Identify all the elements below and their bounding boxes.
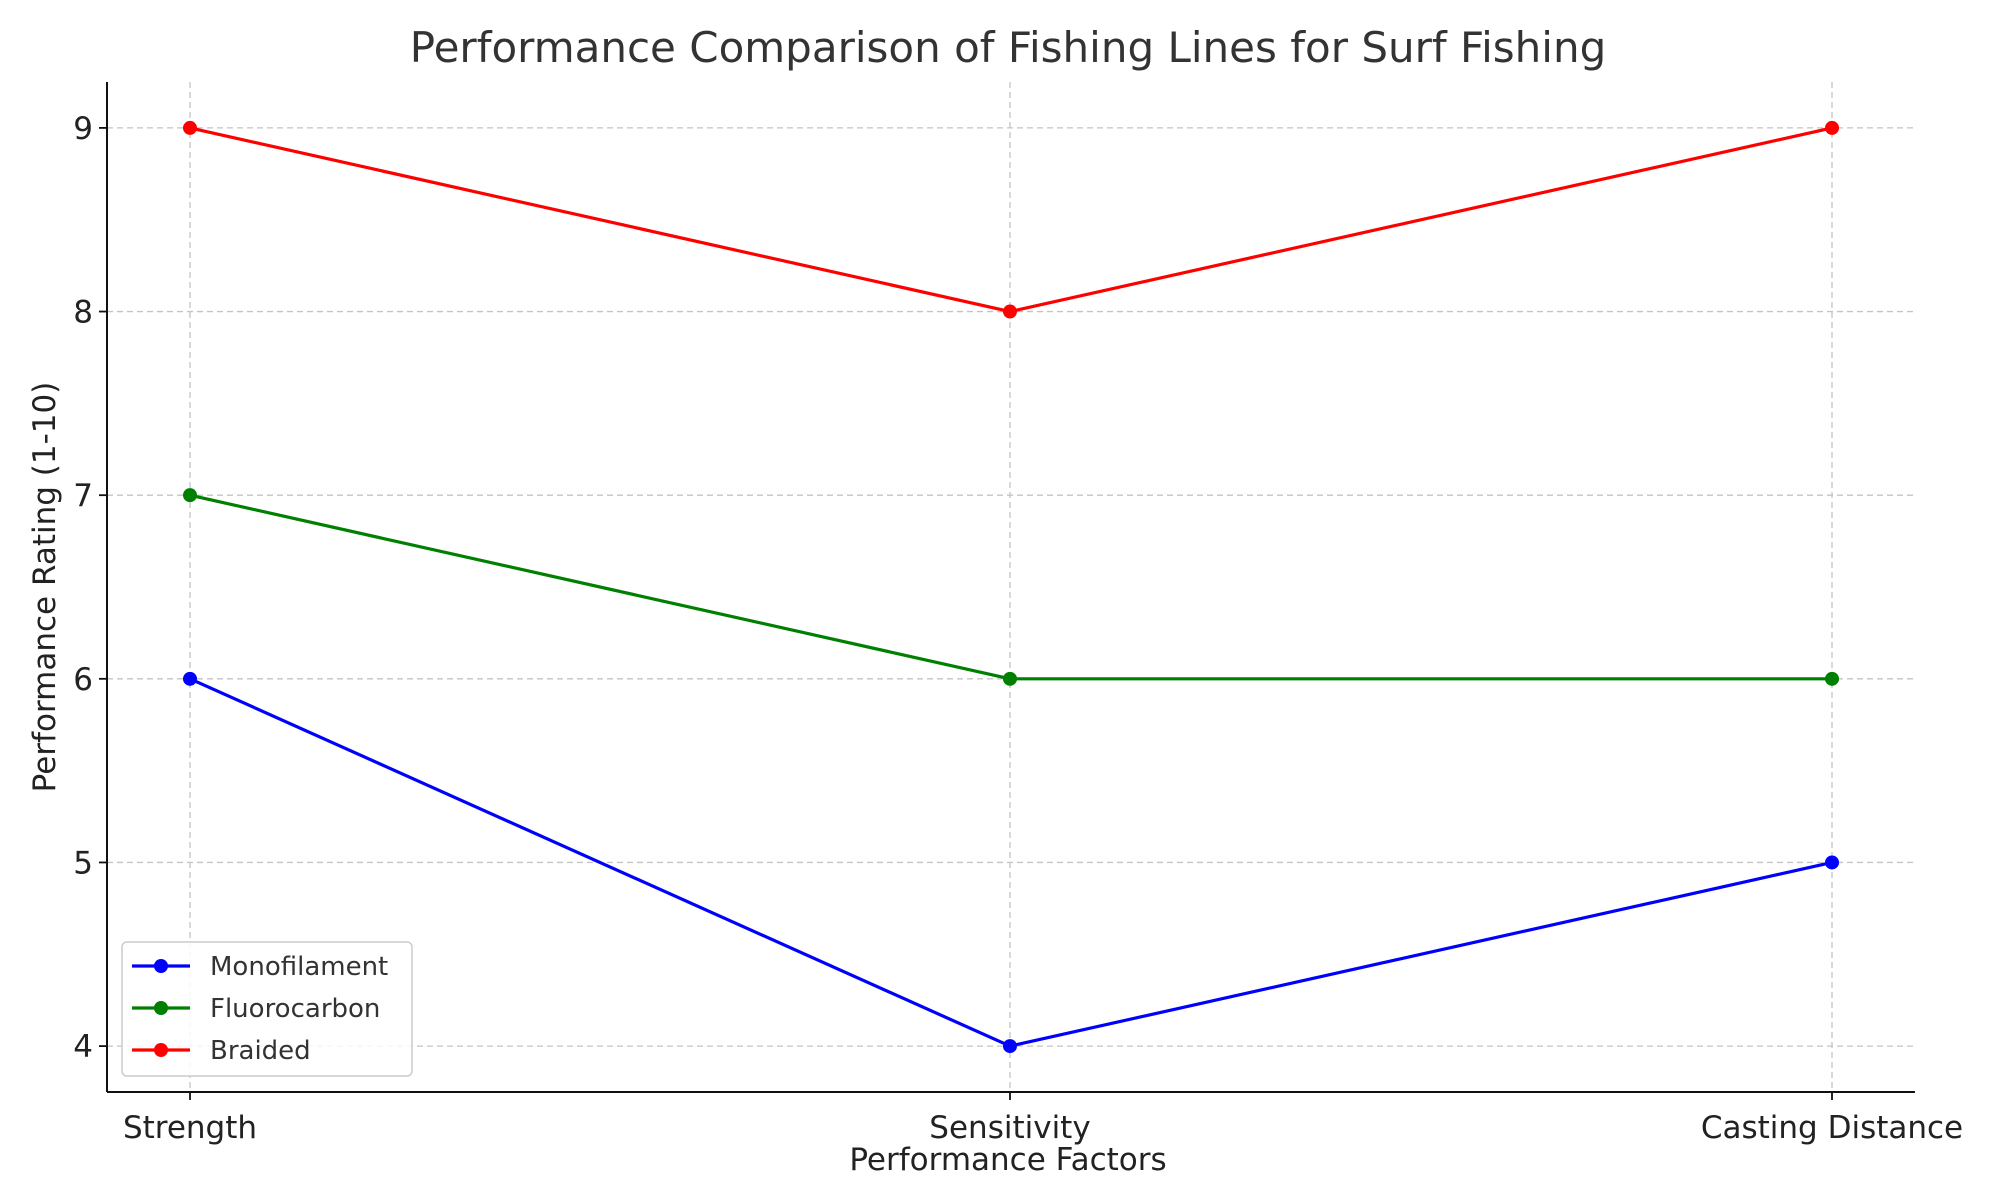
tick-labels: 4 5 6 7 8 9 Strength Sensitivity Casting Distanc… [73, 111, 1963, 1146]
data-point-braided [1003, 304, 1017, 319]
data-point-fluorocarbon [1825, 671, 1839, 686]
legend-label: Fluorocarbon [210, 994, 380, 1024]
legend: Monofilament Fluorocarbon Braided [121, 941, 413, 1077]
legend-item-fluorocarbon: Fluorocarbon [132, 994, 380, 1024]
series-fluorocarbon [183, 488, 1839, 686]
x-tick-label: Strength [123, 1110, 257, 1146]
data-point-monofilament [1003, 1039, 1017, 1054]
y-tick-label: 4 [73, 1029, 93, 1065]
y-tick-label: 5 [73, 845, 93, 881]
series-layer [183, 120, 1839, 1054]
x-tick-label: Casting Distance [1701, 1110, 1963, 1146]
axes [99, 82, 1915, 1100]
series-braided [183, 120, 1839, 319]
legend-item-monofilament: Monofilament [132, 952, 388, 982]
y-axis-label: Performance Rating (1-10) [27, 382, 63, 793]
chart-title: Performance Comparison of Fishing Lines … [410, 23, 1607, 72]
legend-label: Monofilament [210, 952, 388, 982]
legend-item-braided: Braided [132, 1036, 311, 1066]
series-line-braided [189, 126, 1833, 314]
y-tick-label: 6 [73, 662, 93, 698]
legend-label: Braided [210, 1036, 311, 1066]
y-tick-label: 8 [73, 295, 93, 331]
data-point-monofilament [183, 671, 197, 686]
legend-swatch-marker [154, 1043, 168, 1057]
legend-swatch-marker [154, 1001, 168, 1015]
y-tick-label: 9 [73, 111, 93, 147]
data-point-fluorocarbon [183, 488, 197, 503]
data-point-monofilament [1825, 855, 1839, 870]
grid [107, 82, 1915, 1092]
series-monofilament [183, 671, 1839, 1054]
x-axis-label: Performance Factors [849, 1142, 1166, 1178]
y-tick-label: 7 [73, 478, 93, 514]
data-point-fluorocarbon [1003, 671, 1017, 686]
data-point-braided [183, 120, 197, 135]
legend-swatch-marker [154, 959, 168, 973]
series-line-fluorocarbon [189, 493, 1832, 681]
data-point-braided [1825, 120, 1839, 135]
x-tick-label: Sensitivity [929, 1110, 1090, 1146]
legend-box [121, 941, 413, 1077]
